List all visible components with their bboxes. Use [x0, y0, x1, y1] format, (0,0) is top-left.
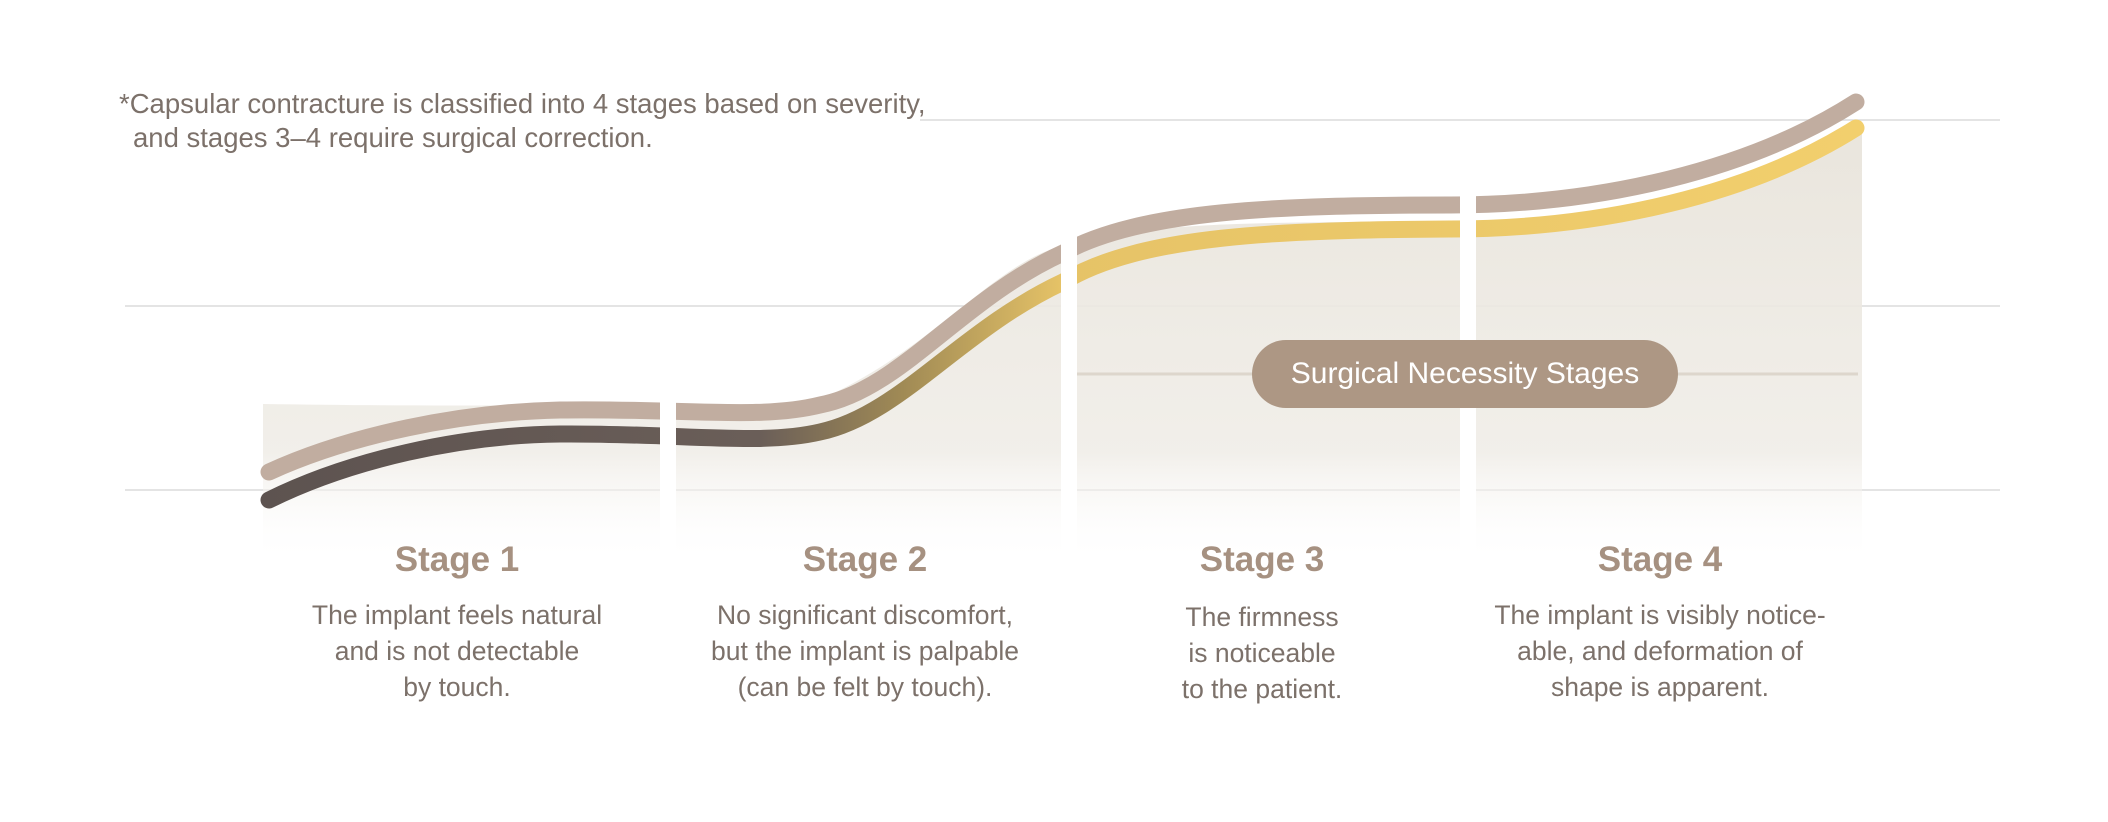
stage-4-description: The implant is visibly notice- able, and…	[1494, 600, 1826, 702]
stage-1: Stage 1 The implant feels natural and is…	[262, 537, 652, 705]
stage-divider-2-3	[1061, 230, 1077, 570]
stage-4: Stage 4 The implant is visibly notice- a…	[1465, 537, 1855, 705]
stage-3-title: Stage 3	[1199, 540, 1325, 579]
stage-4-title: Stage 4	[1597, 540, 1723, 579]
stage-divider-1-2	[660, 395, 676, 570]
stage-2-title: Stage 2	[802, 540, 928, 579]
stage-2-description: No significant discomfort, but the impla…	[711, 600, 1019, 702]
upper-curve	[260, 93, 1865, 481]
stage-3: Stage 3 The firmness is noticeable to th…	[1067, 537, 1457, 707]
surgical-necessity-badge: Surgical Necessity Stages	[1252, 340, 1678, 408]
lower-curve	[260, 119, 1865, 509]
classification-note: *Capsular contracture is classified into…	[119, 87, 1019, 155]
stage-2: Stage 2 No significant discomfort, but t…	[670, 537, 1060, 705]
note-line-1: *Capsular contracture is classified into…	[119, 88, 926, 119]
stage-1-title: Stage 1	[394, 540, 520, 579]
note-line-2: and stages 3–4 require surgical correcti…	[133, 122, 653, 153]
stage-3-description: The firmness is noticeable to the patien…	[1181, 602, 1343, 704]
stage-1-description: The implant feels natural and is not det…	[311, 600, 603, 702]
